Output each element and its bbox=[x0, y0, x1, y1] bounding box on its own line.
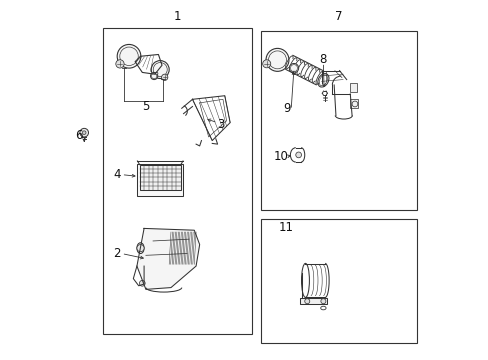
Circle shape bbox=[320, 299, 325, 304]
Circle shape bbox=[295, 152, 301, 158]
Circle shape bbox=[304, 299, 309, 304]
Circle shape bbox=[139, 280, 145, 286]
Bar bbox=[260, 31, 416, 211]
Bar bbox=[349, 83, 356, 92]
Bar bbox=[260, 220, 416, 343]
Text: 10: 10 bbox=[273, 150, 288, 163]
Text: 7: 7 bbox=[334, 10, 342, 23]
Circle shape bbox=[80, 129, 88, 137]
Circle shape bbox=[262, 60, 270, 68]
Text: 6: 6 bbox=[75, 129, 82, 142]
Circle shape bbox=[289, 63, 298, 73]
Polygon shape bbox=[137, 228, 199, 289]
Bar bbox=[300, 298, 326, 305]
Text: 3: 3 bbox=[217, 118, 224, 131]
Bar bbox=[349, 99, 357, 108]
Circle shape bbox=[161, 74, 167, 80]
Circle shape bbox=[151, 60, 169, 78]
Text: 8: 8 bbox=[319, 53, 326, 66]
Bar bbox=[102, 28, 251, 334]
Text: 1: 1 bbox=[173, 10, 181, 23]
Text: 9: 9 bbox=[283, 103, 290, 116]
Bar bbox=[139, 165, 181, 190]
Circle shape bbox=[82, 131, 86, 134]
Text: 2: 2 bbox=[113, 247, 121, 260]
Circle shape bbox=[265, 48, 288, 71]
Circle shape bbox=[150, 72, 158, 80]
Text: 4: 4 bbox=[113, 168, 121, 181]
Circle shape bbox=[117, 44, 141, 68]
Circle shape bbox=[116, 60, 124, 68]
Text: 5: 5 bbox=[142, 100, 149, 113]
Text: 11: 11 bbox=[278, 221, 293, 234]
Circle shape bbox=[292, 71, 295, 75]
Bar bbox=[137, 163, 183, 196]
Circle shape bbox=[137, 244, 144, 252]
Circle shape bbox=[155, 72, 158, 75]
